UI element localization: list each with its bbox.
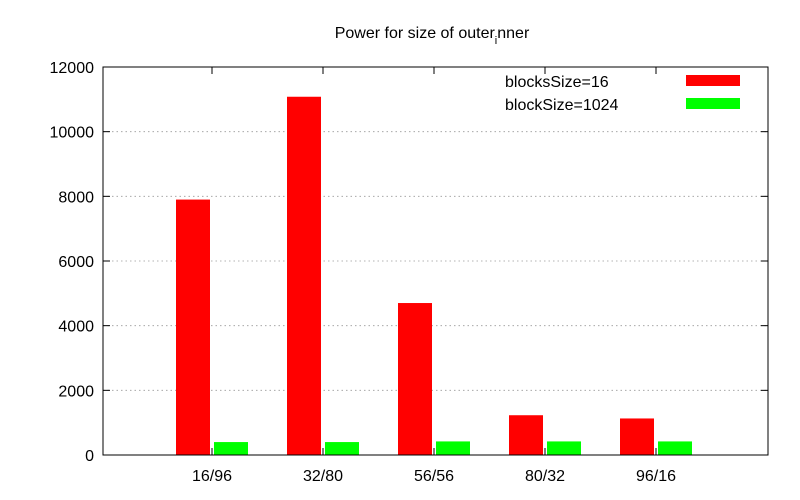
- bar-series-1: [176, 199, 210, 455]
- chart-title: Power for size of outerinner: [335, 25, 530, 47]
- bar-series-2: [436, 441, 470, 455]
- y-axis-tick-labels: 0 2000 4000 6000 8000 10000 12000: [50, 60, 95, 465]
- x-tick-label: 32/80: [303, 468, 343, 485]
- chart-title-main: Power for size of outer: [335, 25, 496, 42]
- y-tick-label: 6000: [58, 254, 94, 271]
- legend-entry-blocksize-1024: blockSize=1024: [505, 97, 740, 114]
- bar-series-1: [620, 418, 654, 455]
- legend-label-blocksize-1024: blockSize=1024: [505, 97, 619, 114]
- bar-series-2: [214, 442, 248, 455]
- bars: [176, 96, 692, 455]
- y-tick-label: 4000: [58, 319, 94, 336]
- x-tick-label: 56/56: [414, 468, 454, 485]
- bar-series-1: [287, 96, 321, 455]
- y-tick-label: 0: [85, 448, 94, 465]
- x-tick-label: 80/32: [525, 468, 565, 485]
- y-tick-label: 10000: [50, 125, 95, 142]
- x-axis-tick-labels: 16/96 32/80 56/56 80/32 96/16: [192, 468, 676, 485]
- legend-swatch-blocksize-1024: [686, 98, 740, 109]
- bar-series-2: [325, 442, 359, 455]
- legend: blocksSize=16 blockSize=1024: [505, 74, 740, 114]
- legend-label-blocksize-16: blocksSize=16: [505, 74, 609, 91]
- y-tick-label: 12000: [50, 60, 95, 77]
- legend-swatch-blocksize-16: [686, 75, 740, 86]
- chart-title-subscript: i: [495, 35, 497, 47]
- axis-ticks: [103, 66, 768, 456]
- x-tick-label: 96/16: [636, 468, 676, 485]
- bar-series-1: [509, 415, 543, 455]
- bar-series-2: [658, 441, 692, 455]
- y-tick-label: 8000: [58, 189, 94, 206]
- legend-entry-blocksize-16: blocksSize=16: [505, 74, 740, 91]
- bar-series-1: [398, 303, 432, 455]
- x-tick-label: 16/96: [192, 468, 232, 485]
- chart-title-tail: nner: [497, 25, 530, 42]
- y-tick-label: 2000: [58, 383, 94, 400]
- grid-lines: [103, 131, 768, 391]
- bar-series-2: [547, 441, 581, 455]
